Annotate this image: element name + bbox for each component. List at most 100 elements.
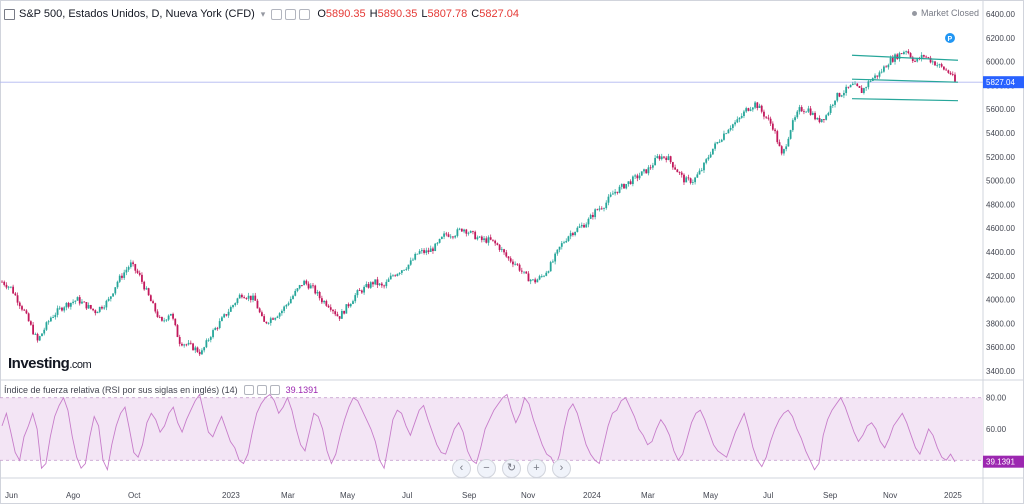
candle-body — [903, 52, 905, 55]
candle-body — [505, 252, 508, 257]
candle-body — [809, 108, 812, 115]
collapse-icon[interactable] — [4, 8, 15, 20]
minus-icon[interactable]: − — [477, 459, 496, 478]
candle-body — [647, 167, 650, 174]
symbol-title[interactable]: S&P 500, Estados Unidos, D, Nueva York (… — [19, 8, 255, 20]
price-tick-label: 4600.00 — [986, 224, 1015, 233]
candle-body — [409, 260, 412, 265]
candle-body — [254, 295, 257, 301]
candle-body — [5, 284, 8, 288]
candle-body — [127, 267, 130, 270]
time-tick-label: Jun — [5, 491, 18, 500]
candle-body — [620, 184, 623, 187]
candle-body — [294, 290, 297, 296]
candle-body — [298, 285, 301, 289]
candle-body — [598, 208, 601, 210]
candle-body — [23, 309, 26, 311]
candle-body — [527, 273, 530, 282]
candle-body — [176, 325, 179, 337]
candle-body — [403, 269, 405, 271]
candle-body — [569, 233, 572, 237]
candle-body — [587, 218, 590, 225]
candle-body — [627, 181, 630, 185]
candle-body — [745, 108, 748, 112]
candle-body — [651, 165, 654, 168]
candle-body — [718, 141, 721, 143]
candle-body — [778, 142, 781, 147]
candle-body — [114, 287, 117, 294]
chevron-left-icon[interactable]: ‹ — [452, 459, 471, 478]
eye-icon[interactable] — [243, 385, 254, 395]
candle-body — [634, 175, 637, 177]
candle-body — [949, 72, 952, 75]
candle-body — [194, 347, 197, 351]
open-label: O — [317, 8, 326, 20]
candle-body — [61, 307, 63, 311]
candle-body — [407, 264, 410, 269]
candle-body — [56, 308, 59, 315]
candle-body — [736, 119, 739, 123]
candle-body — [32, 324, 35, 335]
plus-icon[interactable]: + — [527, 459, 546, 478]
logo-brand: Investing — [8, 355, 70, 372]
candle-body — [227, 311, 230, 316]
candle-body — [503, 249, 505, 253]
candle-body — [307, 283, 310, 289]
candle-body — [851, 83, 854, 85]
candle-body — [856, 83, 859, 87]
close-icon[interactable] — [299, 8, 311, 20]
rsi-tick-label: 60.00 — [986, 425, 1007, 434]
candle-body — [645, 169, 648, 174]
candle-body — [469, 230, 472, 233]
candle-body — [867, 81, 870, 88]
candle-body — [332, 309, 334, 312]
high-value: 5890.35 — [377, 8, 418, 20]
settings-icon[interactable] — [285, 8, 297, 20]
candle-body — [327, 305, 330, 308]
candle-body — [18, 302, 21, 307]
candle-body — [43, 329, 46, 334]
chevron-down-icon[interactable]: ▾ — [260, 8, 266, 19]
candle-body — [758, 105, 761, 109]
rsi-label[interactable]: Índice de fuerza relativa (RSI por sus s… — [4, 385, 238, 395]
price-tick-label: 4000.00 — [986, 296, 1015, 305]
candle-body — [449, 236, 452, 238]
candle-body — [181, 343, 183, 346]
candle-body — [334, 311, 337, 315]
candle-body — [565, 240, 568, 243]
price-tick-label: 5200.00 — [986, 153, 1015, 162]
candle-body — [567, 236, 570, 241]
candle-body — [118, 275, 121, 282]
candle-body — [596, 209, 599, 211]
settings-icon[interactable] — [256, 385, 267, 395]
candle-body — [281, 310, 283, 314]
candle-body — [418, 251, 421, 254]
candle-body — [843, 92, 845, 96]
candle-body — [876, 75, 879, 77]
candle-body — [145, 288, 148, 290]
price-tick-label: 5600.00 — [986, 105, 1015, 114]
chevron-right-icon[interactable]: › — [552, 459, 571, 478]
candle-body — [261, 312, 263, 317]
candle-body — [487, 237, 490, 243]
candle-body — [594, 209, 597, 218]
candle-body — [827, 112, 830, 116]
candle-body — [767, 117, 770, 119]
reset-icon[interactable]: ↻ — [502, 459, 521, 478]
close-icon[interactable] — [269, 385, 280, 395]
candle-body — [858, 86, 861, 88]
candle-body — [671, 162, 674, 168]
candle-body — [185, 344, 188, 346]
candle-body — [656, 156, 659, 158]
candle-body — [3, 281, 6, 285]
time-tick-label: Nov — [521, 491, 535, 500]
candle-body — [756, 102, 759, 109]
candle-body — [489, 237, 492, 240]
candle-body — [605, 202, 608, 209]
candle-body — [725, 133, 728, 135]
candle-body — [134, 264, 137, 271]
eye-icon[interactable] — [271, 8, 283, 20]
candle-body — [158, 316, 161, 318]
candle-body — [929, 57, 932, 63]
